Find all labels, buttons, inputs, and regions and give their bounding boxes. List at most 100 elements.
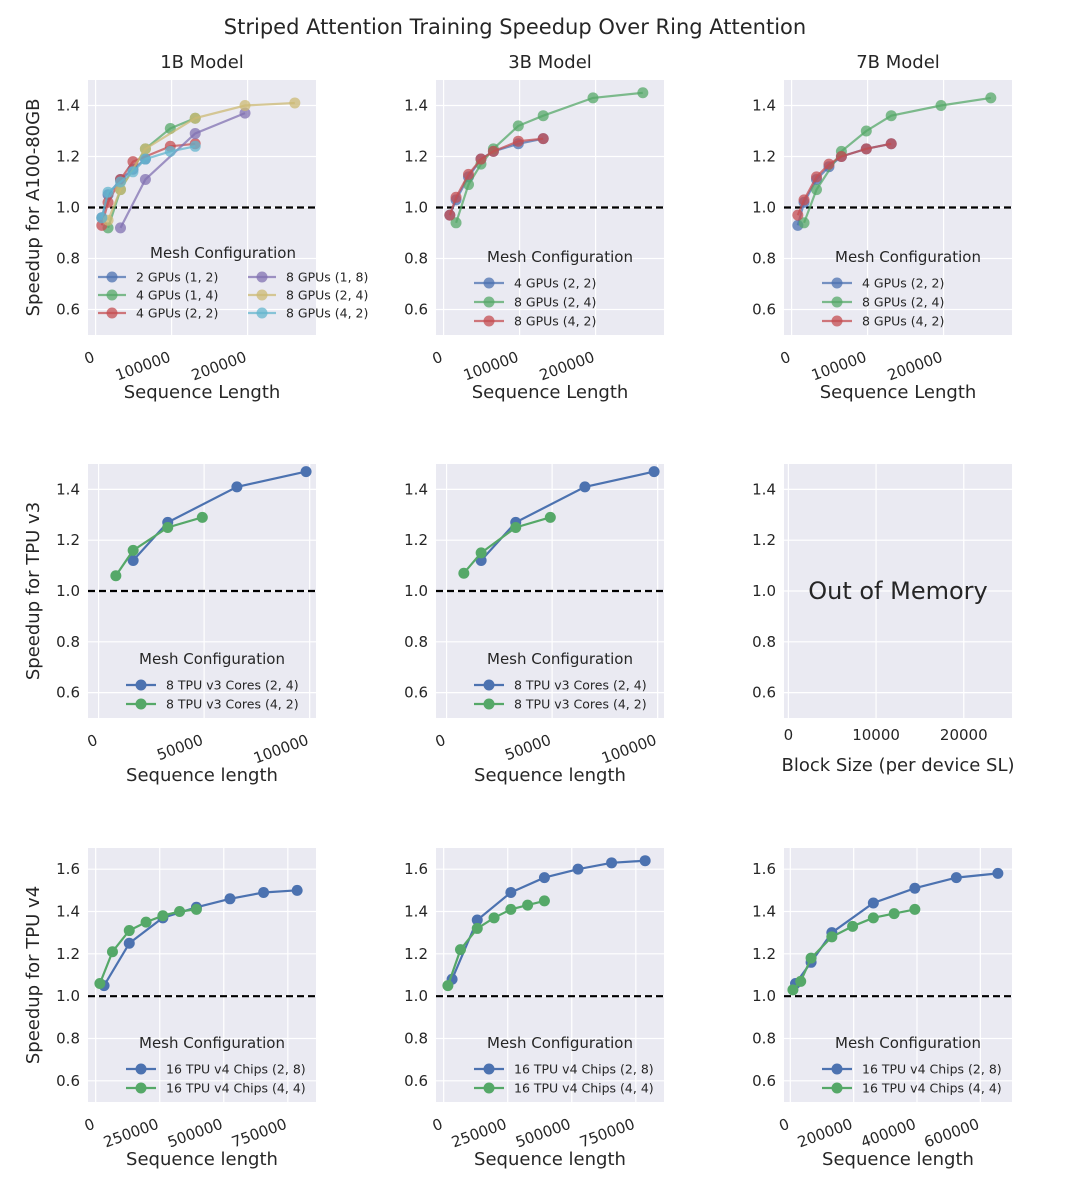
chart-panel-3b-tpuv4: 0.6 0.8 1.0 1.2 1.4 1.6 0 250000 500000 750000Seq… — [404, 848, 664, 1170]
y-tick-label: 1.4 — [752, 480, 776, 498]
legend-label: 2 GPUs (1, 2) — [136, 270, 218, 285]
data-point — [442, 980, 454, 992]
y-tick-label: 1.0 — [404, 199, 428, 217]
data-point — [805, 952, 817, 964]
legend-label: 16 TPU v4 Chips (2, 8) — [862, 1062, 1002, 1077]
data-point — [475, 547, 487, 559]
legend-item: 2 GPUs (1, 2) — [98, 270, 218, 285]
data-point — [463, 168, 475, 180]
y-tick-label: 0.8 — [404, 1030, 428, 1048]
legend-label: 4 GPUs (2, 2) — [862, 276, 944, 291]
legend-item: 16 TPU v4 Chips (4, 4) — [126, 1081, 306, 1096]
legend-swatch-marker — [135, 679, 147, 691]
legend-item: 4 GPUs (1, 4) — [98, 288, 218, 303]
data-point — [637, 87, 649, 99]
y-tick-label: 0.6 — [56, 1072, 80, 1090]
panel-title: 7B Model — [856, 52, 940, 73]
data-point — [239, 100, 251, 111]
data-point — [102, 186, 114, 198]
data-point — [471, 922, 483, 934]
series-8 GPUs (2, 4) — [102, 97, 301, 226]
y-tick-label: 0.8 — [56, 1030, 80, 1048]
data-point — [444, 209, 456, 221]
y-tick-label: 1.0 — [56, 582, 80, 600]
data-point — [538, 872, 550, 884]
legend-title: Mesh Configuration — [139, 1034, 285, 1052]
y-tick-label: 0.6 — [56, 301, 80, 319]
x-tick-label: 500000 — [165, 1115, 225, 1152]
legend-item: 16 TPU v4 Chips (4, 4) — [474, 1081, 654, 1096]
data-point — [258, 886, 270, 898]
data-point — [471, 914, 483, 926]
data-point — [289, 97, 301, 109]
x-axis-label: Block Size (per device SL) — [781, 755, 1014, 776]
x-tick-label: 200000 — [537, 348, 597, 385]
data-point — [463, 179, 475, 191]
x-tick-label: 0 — [82, 348, 97, 368]
y-tick-label: 1.2 — [752, 531, 776, 549]
legend-label: 16 TPU v4 Chips (2, 8) — [166, 1062, 306, 1077]
x-tick-label: 0 — [85, 731, 100, 751]
data-point — [795, 975, 807, 987]
data-point — [475, 153, 487, 165]
data-point — [300, 466, 312, 478]
data-point — [196, 511, 208, 523]
legend-label: 16 TPU v4 Chips (4, 4) — [514, 1081, 654, 1096]
data-point — [510, 522, 522, 533]
data-point — [458, 567, 470, 579]
legend-item: 4 GPUs (2, 2) — [474, 276, 596, 291]
legend-label: 8 TPU v3 Cores (2, 4) — [514, 678, 647, 693]
data-point — [606, 857, 618, 869]
legend-swatch-marker — [831, 1082, 843, 1094]
data-point — [538, 895, 550, 907]
data-point — [224, 893, 236, 905]
legend-swatch-marker — [483, 296, 495, 308]
data-point — [94, 977, 106, 989]
data-point — [115, 184, 127, 196]
chart-panel-1b-tpuv4: 0.6 0.8 1.0 1.2 1.4 1.6 0 250000 500000 750000Seq… — [23, 848, 316, 1170]
panel-title: 3B Model — [508, 52, 592, 73]
legend: Mesh Configuration 4 GPUs (2, 2) 8 GPUs (2… — [474, 248, 633, 329]
data-point — [162, 522, 174, 533]
x-tick-label: 750000 — [577, 1115, 637, 1152]
x-axis-label: Sequence length — [126, 765, 278, 786]
legend: Mesh Configuration 4 GPUs (2, 2) 8 GPUs (2… — [822, 248, 981, 329]
legend-label: 4 GPUs (1, 4) — [136, 288, 218, 303]
x-tick-label: 750000 — [229, 1115, 289, 1152]
x-tick-label: 0 — [430, 1115, 445, 1135]
legend-swatch-marker — [106, 289, 118, 301]
legend-swatch-marker — [831, 315, 843, 327]
data-point — [450, 191, 462, 203]
data-point — [860, 143, 872, 155]
legend-item: 8 GPUs (2, 4) — [248, 288, 368, 303]
data-point — [587, 92, 599, 104]
legend-swatch-marker — [256, 289, 268, 301]
data-point — [935, 100, 947, 111]
series-8 TPU v3 Cores (4, 2) — [110, 511, 208, 582]
legend: Mesh Configuration 2 GPUs (1, 2) 4 GPUs (1… — [98, 244, 368, 321]
y-tick-label: 1.2 — [752, 148, 776, 166]
x-tick-label: 0 — [433, 731, 448, 751]
series-8 TPU v3 Cores (4, 2) — [458, 511, 556, 579]
legend-label: 8 GPUs (4, 2) — [286, 306, 368, 321]
chart-panel-7b-tpuv4: 0.6 0.8 1.0 1.2 1.4 1.6 0 200000 400000 600000Seq… — [752, 848, 1012, 1170]
x-tick-label: 0 — [784, 726, 794, 744]
data-point — [115, 222, 127, 234]
data-point — [512, 120, 524, 132]
legend-label: 8 TPU v3 Cores (4, 2) — [166, 697, 299, 712]
legend-swatch-marker — [831, 296, 843, 308]
data-point — [909, 903, 921, 915]
data-point — [798, 194, 810, 206]
x-tick-label: 100000 — [113, 348, 173, 385]
x-axis-label: Sequence Length — [472, 382, 629, 403]
y-tick-label: 0.6 — [752, 1072, 776, 1090]
data-point — [139, 153, 151, 165]
legend-label: 16 TPU v4 Chips (4, 4) — [166, 1081, 306, 1096]
legend-swatch-marker — [256, 271, 268, 283]
legend-label: 8 GPUs (1, 8) — [286, 270, 368, 285]
x-tick-label: 600000 — [922, 1115, 982, 1152]
x-tick-label: 100000 — [809, 348, 869, 385]
y-tick-label: 1.2 — [404, 531, 428, 549]
